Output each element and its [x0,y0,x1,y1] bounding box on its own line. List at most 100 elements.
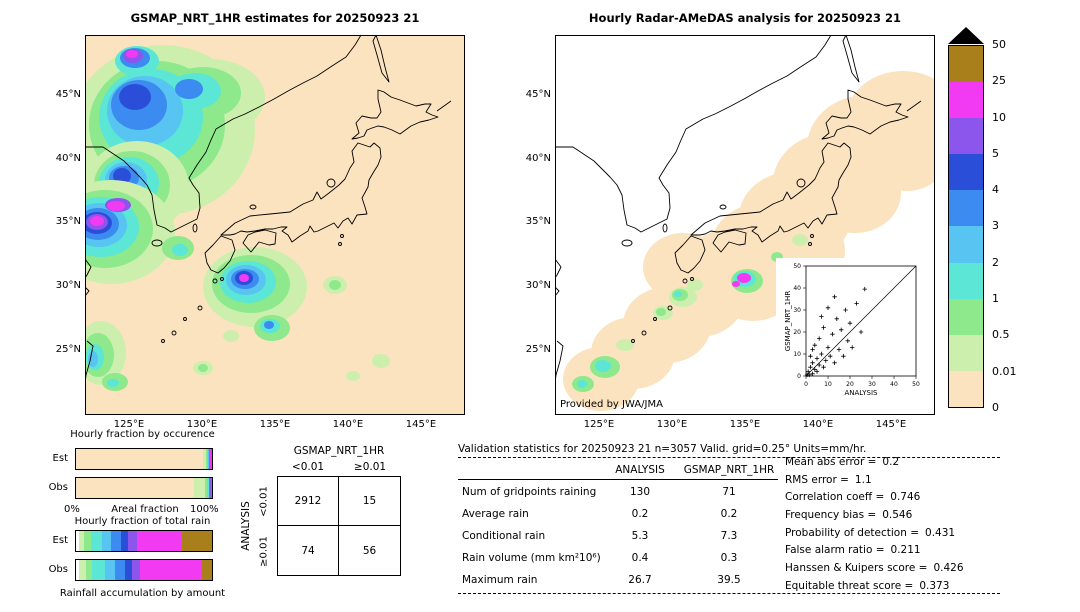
inset-scatter-point [814,369,820,374]
inset-x-tick-label: 50 [912,381,920,388]
colorbar-segment [949,298,983,335]
score-line: Correlation coeff = 0.746 [785,491,920,503]
occurrence-est-bar [75,448,213,470]
colorbar-segment [949,370,983,407]
colorbar-label-4: 4 [992,183,999,196]
fraction-segment [210,478,211,498]
inset-scatter-point [810,347,815,352]
score-label: Mean abs error = [785,456,877,468]
scatter-inset: 00 10 10 20 20 30 30 40 40 50 50 ANALYSIS GSMAP_NRT_… [776,258,928,398]
left-map-lat-tick-45n: 45°N [55,89,81,100]
stat-row-analysis-value: 26.7 [628,574,652,586]
inset-x-tick-label: 10 [824,381,832,388]
precipitation-cell [656,308,666,316]
score-value: 0.2 [882,456,900,468]
inset-y-tick-label: 0 [797,373,801,380]
score-label: Hanssen & Kuipers score = [785,562,928,574]
precipitation-cell [119,84,151,110]
colorbar-segment [949,82,983,119]
inset-scatter-point [817,336,822,341]
score-value: 0.546 [882,509,913,521]
colorbar-label-3: 3 [992,219,999,232]
score-line: False alarm ratio = 0.211 [785,544,921,556]
fraction-segment [76,478,194,498]
fraction-segment [210,449,212,469]
inset-y-tick-label: 30 [793,307,801,314]
score-line: Mean abs error = 0.2 [785,456,899,468]
fraction-segment [208,449,209,469]
inset-scatter-point [834,316,839,321]
contingency-row-label-lt: <0.01 [258,486,270,517]
precipitation-cell [792,234,808,246]
inset-scatter-point [828,354,833,359]
fraction-segment [210,449,211,469]
precipitation-cell [107,201,125,211]
score-label: Correlation coeff = [785,491,885,503]
inset-scatter-point [830,332,835,337]
score-value: 0.426 [933,562,964,574]
score-line: Hanssen & Kuipers score = 0.426 [785,562,964,574]
colorbar-segment [949,190,983,227]
precipitation-cell [198,364,208,372]
colorbar [948,45,984,408]
fraction-segment [209,449,211,469]
stat-row-analysis-value: 130 [629,486,651,498]
precipitation-cell [732,281,740,287]
precipitation-cell [223,330,239,342]
inset-scatter-point [808,354,813,359]
right-map-precipitation-blobs [563,71,935,411]
stat-row-label: Average rain [462,508,529,520]
fraction-segment [137,531,183,551]
stat-row-analysis-value: 0.4 [631,552,649,564]
score-value: 0.746 [890,491,921,503]
total-rain-chart-footer: Rainfall accumulation by amount [59,588,226,599]
areal-fraction-axis-label: Areal fraction [111,504,179,515]
fraction-segment [124,560,132,580]
colorbar-label-50: 50 [992,38,1006,51]
inset-scatter-point [854,301,859,306]
fraction-segment [209,478,211,498]
score-line: Frequency bias = 0.546 [785,509,912,521]
inset-y-axis-label: GSMAP_NRT_1HR [784,291,792,352]
fraction-segment [78,560,86,580]
right-map-lat-tick-25n: 25°N [525,344,551,355]
fraction-segment [78,531,85,551]
inset-scatter-point [812,367,817,372]
left-map-lat-tick-35n: 35°N [55,216,81,227]
colorbar-segment [949,226,983,263]
left-map-lon-tick-125e: 125°E [113,419,145,430]
right-map-lon-tick-145e: 145°E [875,419,907,430]
inset-x-tick-label: 30 [868,381,876,388]
left-map-title: GSMAP_NRT_1HR estimates for 20250923 21 [130,11,420,25]
fraction-segment [207,449,209,469]
inset-y-tick-label: 40 [793,285,801,292]
left-map [85,35,465,415]
fraction-segment [182,531,212,551]
total-rain-obs-bar [75,559,213,581]
right-map-lon-tick-125e: 125°E [583,419,615,430]
fraction-segment [193,478,205,498]
fraction-segment [203,449,206,469]
inset-scatter-point [819,351,824,357]
colorbar-label-25: 25 [992,74,1006,87]
inset-x-tick-label: 0 [804,381,808,388]
stat-row-gsmap-value: 0.2 [720,508,738,520]
right-map [555,35,935,415]
precipitation-cell [88,351,98,367]
total-rain-est-bar [75,530,213,552]
right-map-title: Hourly Radar-AMeDAS analysis for 2025092… [588,11,902,25]
inset-scatter-point [845,338,850,343]
precipitation-cell [90,216,104,226]
fraction-segment [101,531,112,551]
inset-scatter-point [806,369,811,374]
contingency-cell-false-alarm: 15 [339,477,400,526]
inset-y-tick-label: 10 [793,351,801,358]
fraction-segment [120,531,128,551]
precipitation-cell [239,274,249,282]
contingency-cell-miss: 74 [278,526,339,575]
total-rain-chart-title: Hourly fraction of total rain [74,516,211,527]
contingency-row-label-ge: ≥0.01 [258,536,270,567]
fraction-segment [208,449,210,469]
inset-scatter-point [862,286,867,292]
